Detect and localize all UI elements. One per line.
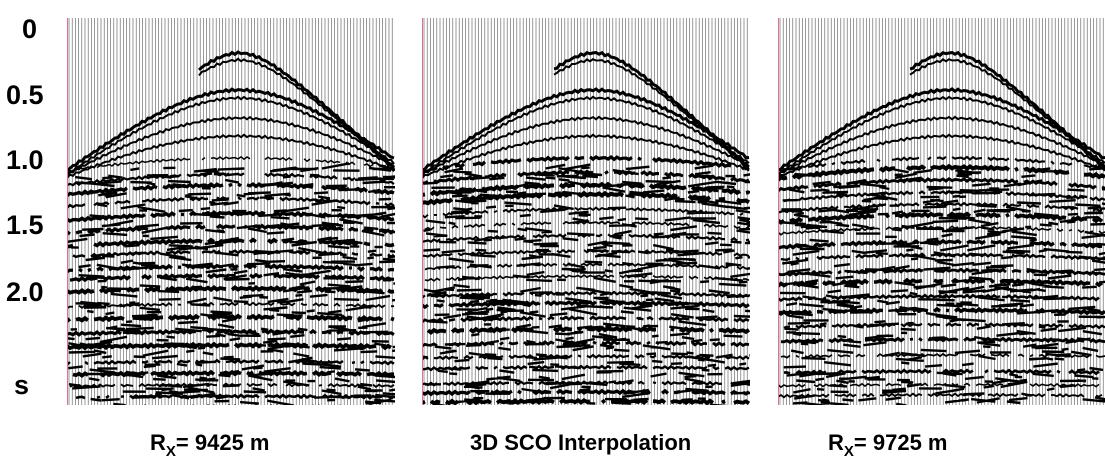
reflection-event [422, 87, 750, 172]
reflection-event [909, 58, 1105, 171]
reflection-event [422, 95, 750, 176]
reflection-event [422, 133, 750, 179]
reflection-event [198, 57, 395, 172]
caption-rest: = 9725 m [854, 430, 948, 455]
reflection-event [422, 299, 750, 310]
noise-events [778, 166, 1105, 405]
reflection-event [67, 155, 395, 172]
reflection-event [422, 115, 750, 177]
reflection-event [778, 133, 1105, 179]
reflection-event [553, 58, 750, 171]
reflection-event [422, 155, 750, 173]
panel-caption: RX= 9725 m [828, 430, 947, 460]
axis-tick: 1.5 [6, 210, 44, 240]
axis-tick: 2.0 [6, 277, 44, 307]
reflection-event [67, 95, 395, 176]
reflection-event [422, 414, 749, 417]
caption-main: R [828, 430, 844, 455]
reflection-event [778, 392, 1103, 399]
seismic-panel [778, 18, 1105, 413]
caption-main: R [150, 430, 166, 455]
panel-caption: RX= 9425 m [150, 430, 269, 460]
reflection-event [67, 182, 395, 197]
seismic-panel [67, 18, 395, 405]
seismic-panel [422, 18, 750, 417]
noise-events [422, 163, 750, 405]
reflection-event [67, 133, 395, 179]
reflection-event [783, 322, 1105, 330]
axis-tick: 0.5 [6, 80, 44, 110]
axis-tick: 1.0 [6, 145, 44, 175]
noise-events [67, 162, 395, 405]
reflection-event [67, 313, 395, 323]
caption-rest: = 9425 m [176, 430, 270, 455]
panel-caption: 3D SCO Interpolation [470, 430, 691, 455]
panels [67, 18, 1105, 417]
reflection-event [778, 95, 1105, 176]
reflection-event [778, 115, 1105, 177]
reflection-event [102, 404, 383, 405]
reflection-event [422, 397, 750, 405]
axis-tick: 0 [22, 14, 37, 44]
axis-unit: s [14, 370, 29, 400]
reflection-event [778, 410, 1105, 413]
reflection-event [778, 87, 1105, 172]
reflection-event [67, 115, 395, 176]
reflection-event [67, 87, 395, 172]
reflection-event [67, 358, 395, 366]
caption-subscript: X [844, 443, 854, 460]
caption-subscript: X [166, 443, 176, 460]
